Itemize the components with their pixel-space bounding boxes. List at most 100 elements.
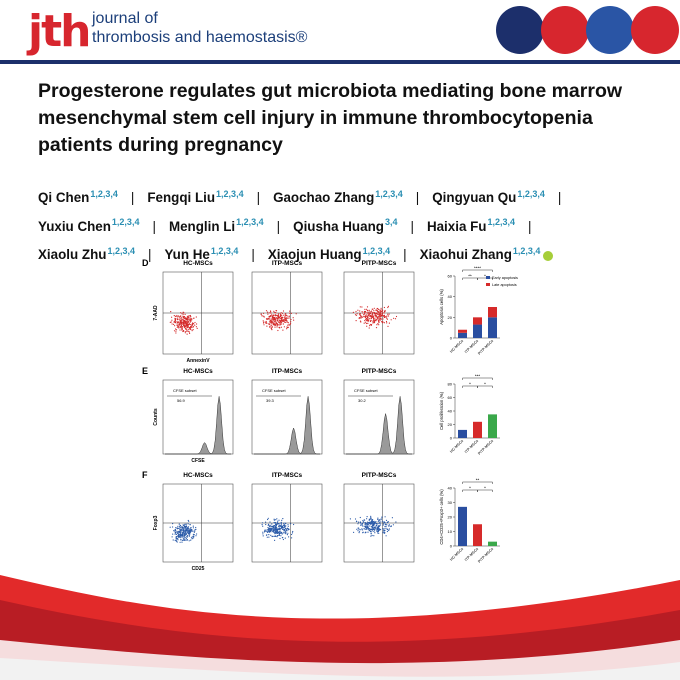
flow-dot xyxy=(183,529,185,531)
flow-dot xyxy=(272,528,274,531)
column-header: HC-MSCs xyxy=(183,260,213,267)
flow-dots xyxy=(169,519,198,543)
flow-dot xyxy=(377,532,379,534)
flow-dot xyxy=(186,319,188,321)
flow-dot xyxy=(384,309,386,312)
flow-dot xyxy=(180,534,182,536)
significance-label: * xyxy=(484,486,486,491)
flow-dot xyxy=(269,310,272,312)
author: Yun He1,2,3,4 xyxy=(164,246,238,262)
flow-dot xyxy=(386,528,388,530)
flow-dot xyxy=(278,534,280,537)
flow-dot xyxy=(386,317,388,319)
flow-dot xyxy=(271,321,273,323)
flow-dot xyxy=(382,528,384,530)
flow-dot xyxy=(180,535,182,537)
flow-dot xyxy=(362,532,364,534)
flow-dot xyxy=(376,312,378,314)
column-header: PITP-MSCs xyxy=(362,260,397,267)
flow-dot xyxy=(275,318,277,320)
flow-dot xyxy=(177,326,179,328)
flow-dot xyxy=(271,318,273,320)
flow-dot xyxy=(181,535,184,537)
flow-dot xyxy=(365,322,367,325)
significance-bracket xyxy=(477,489,493,492)
flow-dot xyxy=(277,320,279,322)
flow-dot xyxy=(390,525,392,527)
flow-dot xyxy=(361,306,363,308)
flow-dot xyxy=(196,327,198,329)
flow-dot xyxy=(184,332,186,334)
flow-dot xyxy=(268,312,270,314)
flow-dot xyxy=(171,536,173,538)
flow-dot xyxy=(178,527,180,530)
flow-dot xyxy=(381,313,384,315)
flow-dot xyxy=(175,332,177,334)
legend-label: Early apoptosis xyxy=(492,276,518,280)
flow-dot xyxy=(392,524,394,526)
flow-dots xyxy=(261,517,295,542)
gate-value: 39.3 xyxy=(266,398,275,403)
flow-dot xyxy=(366,315,368,317)
flow-dot xyxy=(364,318,367,320)
flow-dot xyxy=(374,532,376,534)
gate-label: CFSE subset xyxy=(354,388,378,393)
flow-dot xyxy=(179,329,181,331)
flow-dot xyxy=(359,314,361,316)
flow-dot xyxy=(176,541,178,543)
separator: | xyxy=(256,190,261,206)
flow-dot xyxy=(377,323,379,325)
flow-dot xyxy=(378,524,380,526)
flow-dot xyxy=(387,313,389,315)
flow-dot xyxy=(387,528,389,531)
flow-dot xyxy=(191,318,193,320)
flow-dot xyxy=(280,535,282,537)
flow-dot xyxy=(290,523,292,525)
flow-dot xyxy=(184,320,186,322)
flow-dot xyxy=(363,316,365,318)
flow-dot xyxy=(358,317,360,320)
flow-dot xyxy=(366,518,368,520)
flow-dot xyxy=(191,538,193,540)
flow-dot xyxy=(275,324,277,326)
flow-dot xyxy=(375,315,377,317)
flow-dot xyxy=(374,522,376,524)
author: Menglin Li1,2,3,4 xyxy=(169,217,264,233)
author-affiliation: 1,2,3,4 xyxy=(512,245,541,256)
flow-dot xyxy=(359,306,361,308)
flow-dot xyxy=(194,530,196,532)
author-name: Qiusha Huang xyxy=(293,218,384,234)
y-tick-label: 40 xyxy=(448,294,453,299)
flow-dot xyxy=(276,536,278,538)
column-header: ITP-MSCs xyxy=(272,260,303,267)
flow-dot xyxy=(177,525,179,528)
flow-dot xyxy=(186,317,188,319)
flow-dot xyxy=(378,530,380,532)
flow-dot xyxy=(177,536,179,538)
flow-dot xyxy=(384,516,386,518)
flow-dot xyxy=(262,531,264,533)
flow-dot xyxy=(379,522,381,525)
flow-dot xyxy=(178,531,180,533)
author: Yuxiu Chen1,2,3,4 xyxy=(38,217,139,233)
flow-dot xyxy=(189,524,191,526)
flow-dot xyxy=(355,314,358,316)
flow-dot xyxy=(361,316,363,318)
flow-dot xyxy=(364,525,366,528)
significance-label: ** xyxy=(468,274,472,279)
author-affiliation: 1,2,3,4 xyxy=(107,245,135,256)
significance-label: *** xyxy=(475,374,481,379)
y-tick-label: 20 xyxy=(448,315,453,320)
flow-dot xyxy=(385,535,387,537)
flow-dot xyxy=(272,321,274,323)
flow-dot xyxy=(367,528,369,530)
flow-dot xyxy=(277,520,279,522)
flow-dot xyxy=(381,309,383,311)
flow-dot xyxy=(269,521,271,523)
flow-dot xyxy=(187,322,189,324)
flow-dot xyxy=(379,309,381,311)
flow-dot xyxy=(391,517,393,519)
flow-dot xyxy=(276,529,278,531)
flow-dot xyxy=(182,533,184,535)
flow-dot xyxy=(269,530,271,532)
